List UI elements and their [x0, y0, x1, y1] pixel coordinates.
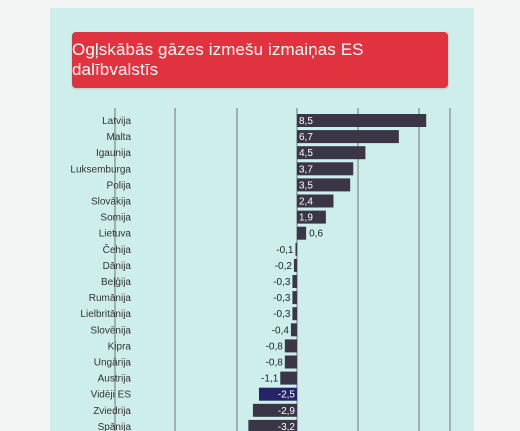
- value-label: 2,4: [299, 197, 313, 208]
- category-label: Dānija: [103, 261, 132, 272]
- bar-0: [297, 114, 427, 127]
- value-label: -2,9: [278, 406, 296, 417]
- chart-title: Ogļskābās gāzes izmešu izmaiņas ES dalīb…: [72, 32, 448, 88]
- category-label: Latvija: [102, 116, 131, 127]
- value-label: 3,5: [299, 180, 313, 191]
- category-label: Kipra: [108, 341, 132, 352]
- bar-11: [292, 291, 297, 305]
- value-label: -0,1: [276, 245, 294, 256]
- category-label: Slovēnija: [90, 325, 131, 336]
- value-label: -0,8: [266, 341, 284, 352]
- value-label: 8,5: [299, 116, 313, 127]
- value-label: 3,7: [299, 164, 313, 175]
- value-label: -1,1: [261, 374, 279, 385]
- category-label: Slovākija: [91, 197, 131, 208]
- labels: Latvija 8,5 Malta 6,7 Igaunija 4,5 Luksemburga…: [70, 116, 323, 431]
- bar-17: [259, 387, 297, 401]
- value-label: 6,7: [299, 132, 313, 143]
- bar-13: [290, 323, 297, 337]
- bar-9: [293, 258, 297, 272]
- category-label: Polija: [107, 180, 132, 191]
- category-label: Malta: [107, 132, 132, 143]
- bar-7: [297, 226, 307, 240]
- bar-8: [295, 242, 297, 256]
- bar-14: [284, 339, 297, 353]
- category-label: Zviedrija: [93, 406, 131, 417]
- category-label: Vidēji ES: [91, 390, 132, 401]
- category-label: Rumānija: [89, 293, 132, 304]
- bar-4: [297, 178, 351, 192]
- value-label: 1,9: [299, 213, 313, 224]
- bar-6: [297, 210, 326, 224]
- value-label: -0,2: [275, 261, 293, 272]
- value-label: 4,5: [299, 148, 313, 159]
- bar-18: [252, 403, 297, 417]
- value-label: -0,3: [273, 277, 291, 288]
- bar-15: [284, 355, 297, 369]
- category-label: Luksemburga: [70, 164, 131, 175]
- bar-19: [248, 419, 297, 431]
- category-label: Ungārija: [94, 358, 132, 369]
- bar-3: [297, 162, 354, 176]
- category-label: Austrija: [98, 374, 132, 385]
- value-label: -0,4: [272, 325, 290, 336]
- category-label: Lietuva: [99, 229, 132, 240]
- category-label: Igaunija: [96, 148, 131, 159]
- bar-12: [292, 307, 297, 321]
- value-label: -0,3: [273, 309, 291, 320]
- value-label: -2,5: [278, 390, 296, 401]
- category-label: Somija: [100, 213, 131, 224]
- category-label: Lielbritānija: [80, 309, 131, 320]
- bar-chart: Latvija 8,5 Malta 6,7 Igaunija 4,5 Luksemburga…: [70, 108, 451, 431]
- category-label: Beļģija: [101, 275, 131, 288]
- category-label: Čehija: [103, 243, 132, 256]
- bar-10: [292, 275, 297, 288]
- bar-2: [297, 146, 366, 160]
- value-label: 0,6: [309, 229, 323, 240]
- value-label: -3,2: [278, 422, 296, 431]
- bar-16: [280, 371, 297, 385]
- chart-panel: Ogļskābās gāzes izmešu izmaiņas ES dalīb…: [50, 8, 474, 431]
- bar-5: [297, 194, 334, 208]
- value-label: -0,8: [266, 358, 284, 369]
- value-label: -0,3: [273, 293, 291, 304]
- category-label: Spānija: [98, 422, 132, 431]
- bars: [248, 114, 427, 431]
- bar-1: [297, 130, 399, 144]
